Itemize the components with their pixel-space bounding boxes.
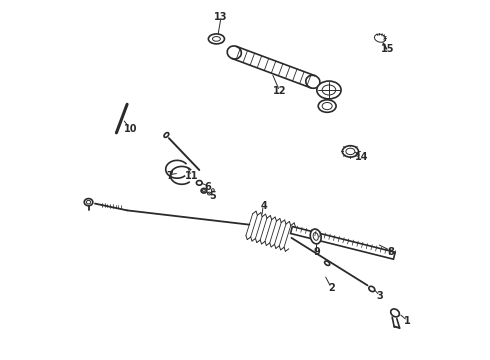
Text: 13: 13 [214, 12, 227, 22]
Text: 14: 14 [355, 153, 369, 162]
Ellipse shape [208, 34, 224, 44]
Ellipse shape [310, 229, 321, 244]
Ellipse shape [196, 180, 202, 185]
Ellipse shape [374, 34, 386, 42]
Ellipse shape [306, 75, 320, 88]
Text: 10: 10 [124, 124, 137, 134]
Polygon shape [291, 226, 395, 259]
Ellipse shape [84, 199, 93, 206]
Ellipse shape [318, 100, 336, 112]
Text: 4: 4 [261, 201, 268, 211]
Text: 8: 8 [387, 247, 394, 257]
Ellipse shape [164, 132, 169, 138]
Ellipse shape [207, 192, 211, 195]
Ellipse shape [346, 148, 355, 155]
Ellipse shape [343, 146, 358, 157]
Text: 11: 11 [185, 171, 199, 181]
Ellipse shape [211, 189, 214, 191]
Ellipse shape [324, 261, 330, 265]
Text: 5: 5 [209, 191, 216, 201]
Text: 1: 1 [404, 316, 411, 326]
Ellipse shape [201, 188, 207, 193]
Ellipse shape [322, 85, 336, 95]
Text: 2: 2 [328, 283, 335, 293]
Ellipse shape [202, 190, 205, 192]
Text: 12: 12 [273, 86, 287, 96]
Ellipse shape [317, 81, 341, 99]
Ellipse shape [86, 201, 91, 204]
Text: 7: 7 [166, 171, 172, 181]
Ellipse shape [213, 37, 220, 41]
Ellipse shape [391, 309, 399, 317]
Ellipse shape [369, 286, 375, 292]
Text: 3: 3 [377, 291, 383, 301]
Ellipse shape [313, 233, 318, 240]
Text: 15: 15 [381, 44, 394, 54]
Ellipse shape [227, 46, 242, 59]
Ellipse shape [322, 103, 332, 110]
Text: 9: 9 [313, 247, 320, 257]
Text: 6: 6 [204, 182, 211, 192]
